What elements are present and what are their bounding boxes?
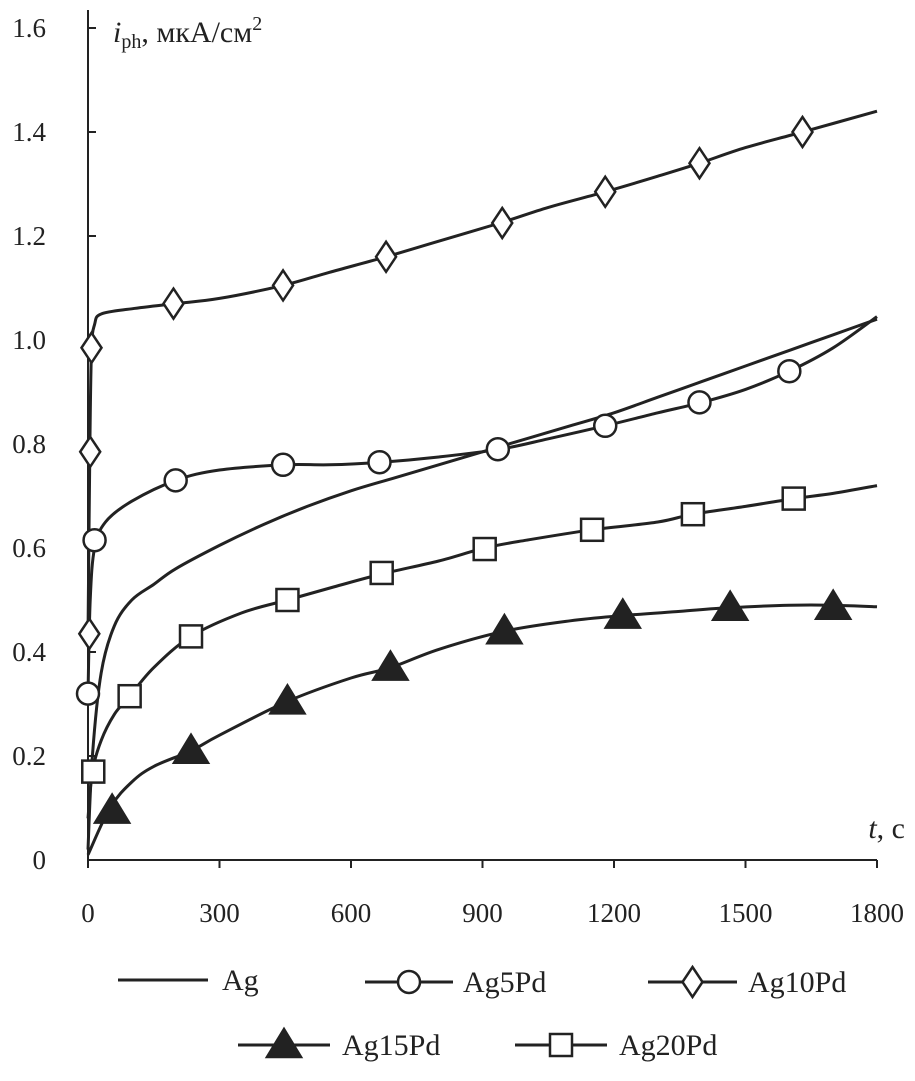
series-line-ag15pd [86,603,878,856]
x-tick-label: 300 [199,898,240,928]
data-point-ag10pd [77,616,101,652]
data-point-ag10pd [593,174,617,210]
axes [87,10,877,861]
data-point-ag20pd [81,759,106,784]
data-point-ag20pd [680,501,706,527]
y-tick-label: 0.8 [12,429,46,459]
x-tick-label: 1500 [719,898,773,928]
x-tick-label: 1800 [850,898,904,928]
x-tick-label: 900 [462,898,503,928]
y-tick-label: 1.6 [12,13,46,43]
x-tick-label: 0 [81,898,95,928]
data-point-ag20pd [781,486,806,511]
data-point-ag10pd [490,205,514,241]
data-point-ag5pd [485,436,511,462]
x-tick-label: 1200 [587,898,641,928]
data-point-ag5pd [592,413,618,439]
y-tick-label: 1.2 [12,221,46,251]
y-tick-label: 0.2 [12,741,46,771]
data-point-ag15pd [92,792,132,824]
data-point-ag5pd [270,452,296,478]
data-point-ag20pd [117,683,142,709]
data-point-ag10pd [790,114,814,150]
data-point-ag20pd [369,560,394,586]
series-line-ag [86,317,878,850]
series-markers [75,114,853,824]
data-point-ag20pd [275,587,300,613]
legend-label-ag5pd: Ag5Pd [463,966,546,999]
data-point-ag15pd [603,597,642,629]
data-point-ag15pd [171,732,211,765]
y-tick-label: 0 [33,845,47,875]
data-point-ag15pd [371,649,410,681]
data-point-ag5pd [75,681,101,706]
data-point-ag10pd [80,330,104,366]
ticks: 0 0.2 0.4 0.6 0.8 1.0 1.2 1.4 1.6 0 300 600 900 1200 1… [12,13,904,928]
data-point-ag15pd [710,589,750,622]
y-tick-label: 0.6 [12,533,46,563]
data-point-ag10pd [78,434,102,470]
data-point-ag10pd [161,286,185,321]
x-axis-title: t, с [868,812,905,845]
series-line-ag20pd [86,484,878,819]
legend-marker-ag5pd [396,969,422,995]
data-point-ag20pd [178,624,204,649]
legend-label-ag20pd: Ag20Pd [619,1029,717,1062]
series-line-ag5pd [86,315,878,694]
series-curves [86,109,878,856]
x-tick-label: 600 [331,898,372,928]
legend-marker-ag10pd [680,964,705,1000]
legend-label-ag: Ag [222,964,259,997]
y-tick-label: 0.4 [12,637,46,667]
legend-marker-ag20pd [548,1032,574,1058]
legend-label-ag15pd: Ag15Pd [342,1029,440,1062]
legend-marker-ag15pd [264,1026,304,1059]
data-point-ag5pd [777,358,802,384]
data-point-ag15pd [485,612,524,645]
data-point-ag10pd [687,145,711,181]
legend: Ag Ag5Pd Ag10Pd Ag15Pd Ag20Pd [118,964,846,1062]
data-point-ag5pd [163,468,188,493]
data-point-ag20pd [472,536,497,562]
data-point-ag15pd [268,682,307,715]
y-tick-label: 1.0 [12,325,46,355]
data-point-ag5pd [367,449,392,475]
data-point-ag5pd [687,390,712,415]
data-point-ag20pd [579,517,605,543]
y-tick-label: 1.4 [12,117,46,147]
data-point-ag15pd [813,588,853,621]
y-axis-title: iph, мкА/см2 [113,13,262,53]
data-point-ag10pd [271,268,295,303]
data-point-ag10pd [374,239,398,275]
data-point-ag5pd [82,527,107,553]
legend-label-ag10pd: Ag10Pd [748,966,846,999]
